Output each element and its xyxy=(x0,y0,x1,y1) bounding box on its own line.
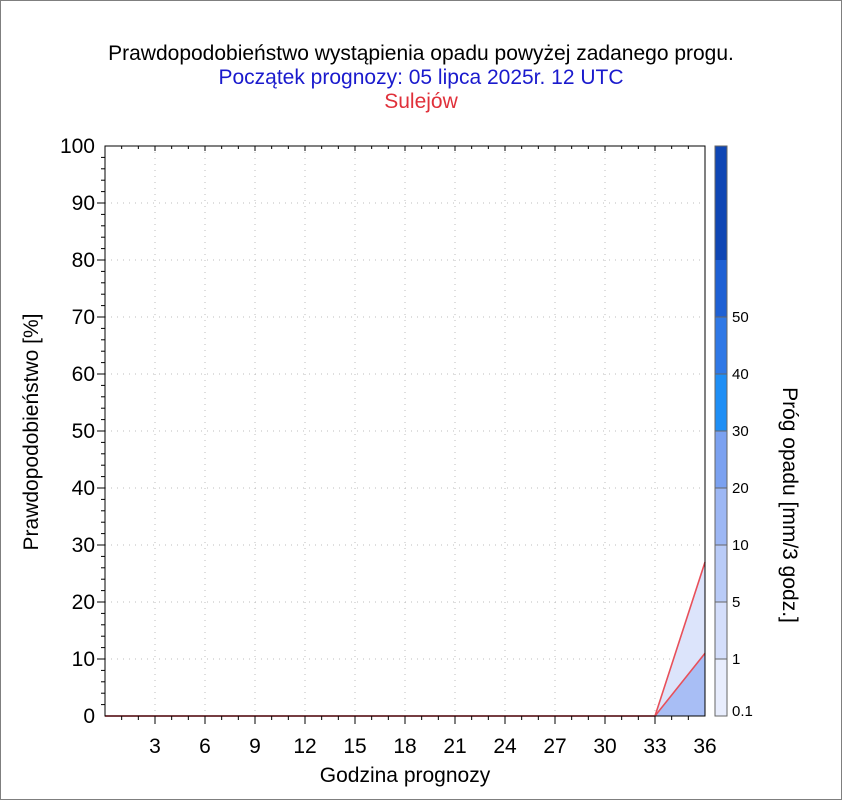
y-tick-label: 10 xyxy=(72,648,95,671)
x-tick-label: 9 xyxy=(249,735,261,758)
x-tick-label: 27 xyxy=(543,735,566,758)
colorbar-tick-label: 0.1 xyxy=(732,703,753,720)
x-axis-label: Godzina prognozy xyxy=(320,764,491,787)
colorbar-tick-label: 20 xyxy=(732,480,749,497)
colorbar-segment xyxy=(715,659,727,716)
colorbar-segment xyxy=(715,260,727,317)
x-tick-label: 6 xyxy=(199,735,211,758)
chart-subtitle: Początek prognozy: 05 lipca 2025r. 12 UT… xyxy=(218,66,624,89)
colorbar-tick-label: 5 xyxy=(732,594,740,611)
colorbar-segment xyxy=(715,146,727,260)
y-tick-label: 30 xyxy=(72,534,95,557)
colorbar-tick-label: 10 xyxy=(732,537,749,554)
y-axis-ticks: 0 10 20 30 40 50 60 70 80 90 100 xyxy=(60,135,95,728)
station-name: Sulejów xyxy=(384,90,458,113)
colorbar-tick-label: 40 xyxy=(732,366,749,383)
x-tick-label: 18 xyxy=(393,735,416,758)
x-tick-label: 24 xyxy=(493,735,517,758)
y-tick-label: 50 xyxy=(72,420,95,443)
y-tick-label: 20 xyxy=(72,591,95,614)
chart-title: Prawdopodobieństwo wystąpienia opadu pow… xyxy=(108,42,734,65)
x-tick-label: 21 xyxy=(443,735,466,758)
colorbar-tick-label: 30 xyxy=(732,423,749,440)
y-tick-label: 70 xyxy=(72,306,95,329)
grid xyxy=(105,146,705,716)
y-tick-label: 60 xyxy=(72,363,95,386)
x-axis-ticks: 3 6 9 12 15 18 21 24 27 30 33 36 xyxy=(149,735,717,758)
x-tick-label: 33 xyxy=(643,735,666,758)
y-tick-label: 90 xyxy=(72,192,95,215)
colorbar: 0.1 1 5 10 20 30 40 50 xyxy=(714,145,753,720)
x-tick-label: 15 xyxy=(343,735,366,758)
y-axis-label: Prawdopodobieństwo [%] xyxy=(20,314,43,551)
axes xyxy=(97,145,706,724)
y-tick-label: 100 xyxy=(60,135,95,158)
colorbar-segment xyxy=(715,374,727,431)
colorbar-segment xyxy=(715,431,727,488)
colorbar-tick-label: 50 xyxy=(732,309,749,326)
colorbar-tick-label: 1 xyxy=(732,651,740,668)
colorbar-segment xyxy=(715,317,727,374)
colorbar-segment xyxy=(715,488,727,545)
colorbar-label: Próg opadu [mm/3 godz.] xyxy=(778,387,801,623)
x-tick-label: 12 xyxy=(293,735,316,758)
x-tick-label: 30 xyxy=(593,735,616,758)
x-tick-label: 36 xyxy=(693,735,716,758)
colorbar-segment xyxy=(715,545,727,602)
colorbar-segment xyxy=(715,602,727,659)
x-tick-label: 3 xyxy=(149,735,161,758)
y-tick-label: 0 xyxy=(83,705,95,728)
y-tick-label: 40 xyxy=(72,477,95,500)
y-tick-label: 80 xyxy=(72,249,95,272)
